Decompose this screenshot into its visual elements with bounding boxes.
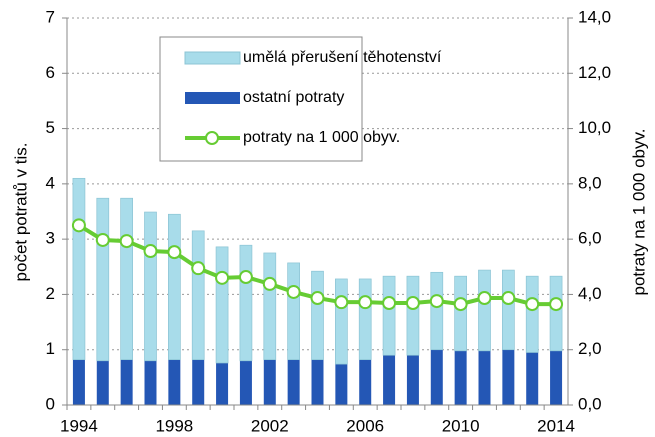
bar bbox=[287, 262, 300, 361]
bar bbox=[454, 275, 467, 352]
y-tick-label: 0 bbox=[46, 394, 55, 413]
line-point bbox=[477, 291, 492, 306]
bar bbox=[191, 230, 205, 361]
bar bbox=[478, 350, 491, 405]
y-tick-label: 5 bbox=[46, 118, 55, 137]
legend-label: umělá přerušení těhotenství bbox=[243, 49, 442, 66]
bar bbox=[215, 246, 229, 364]
bar bbox=[430, 271, 444, 351]
bar bbox=[502, 349, 515, 405]
bar bbox=[311, 359, 324, 405]
line-point bbox=[286, 284, 301, 299]
line-point bbox=[238, 270, 253, 285]
bar bbox=[454, 350, 467, 405]
bar bbox=[96, 197, 110, 362]
bar bbox=[406, 275, 420, 356]
legend-label: ostatní potraty bbox=[243, 89, 344, 106]
bar bbox=[383, 355, 396, 405]
bar bbox=[72, 359, 85, 405]
y-tick-label: 4 bbox=[46, 173, 55, 192]
x-tick-label: 1994 bbox=[60, 416, 98, 435]
bar bbox=[120, 359, 133, 405]
y-tick-label: 3 bbox=[46, 229, 55, 248]
bar bbox=[120, 197, 133, 361]
line-point bbox=[501, 291, 516, 306]
bar bbox=[263, 252, 277, 361]
line-point bbox=[215, 270, 230, 285]
y-tick-label: 1 bbox=[46, 339, 55, 358]
line-point bbox=[382, 295, 397, 310]
y2-tick-label: 6,0 bbox=[578, 229, 602, 248]
bar bbox=[287, 359, 300, 405]
y2-axis-label: potraty na 1 000 obyv. bbox=[629, 129, 648, 296]
line-point bbox=[429, 294, 444, 309]
line-point bbox=[453, 297, 468, 312]
y2-tick-label: 8,0 bbox=[578, 173, 602, 192]
x-tick-label: 2006 bbox=[346, 416, 384, 435]
bar bbox=[478, 269, 491, 352]
y2-tick-label: 10,0 bbox=[578, 118, 611, 137]
bar bbox=[239, 244, 253, 362]
line-point bbox=[334, 295, 349, 310]
line-point bbox=[143, 244, 158, 259]
line-point bbox=[119, 234, 134, 249]
bar bbox=[263, 359, 276, 405]
bar bbox=[549, 275, 563, 352]
bar bbox=[192, 359, 205, 405]
bar bbox=[144, 360, 157, 405]
y2-tick-label: 14,0 bbox=[578, 7, 611, 26]
x-tick-label: 2014 bbox=[537, 416, 575, 435]
y-tick-label: 2 bbox=[46, 284, 55, 303]
x-tick-label: 2010 bbox=[442, 416, 480, 435]
line-point bbox=[525, 297, 540, 312]
x-tick-label: 2002 bbox=[251, 416, 289, 435]
line-point bbox=[358, 295, 373, 310]
bar bbox=[335, 364, 348, 405]
bar bbox=[96, 360, 109, 405]
bar bbox=[525, 275, 539, 353]
bar bbox=[382, 275, 396, 356]
bar bbox=[168, 359, 181, 405]
line-point bbox=[405, 295, 420, 310]
bar bbox=[358, 278, 372, 361]
legend-swatch bbox=[185, 92, 240, 104]
y2-tick-label: 12,0 bbox=[578, 63, 611, 82]
y-tick-label: 6 bbox=[46, 63, 55, 82]
bar bbox=[406, 355, 419, 405]
bar bbox=[144, 211, 157, 362]
line-point bbox=[191, 261, 206, 276]
line-point bbox=[95, 232, 110, 247]
bar bbox=[168, 213, 181, 361]
y-axis-label: počet potratů v tis. bbox=[11, 143, 30, 282]
legend-label: potraty na 1 000 obyv. bbox=[243, 129, 400, 146]
bar bbox=[526, 352, 539, 405]
y2-tick-label: 2,0 bbox=[578, 339, 602, 358]
bar bbox=[311, 270, 324, 361]
y2-tick-label: 4,0 bbox=[578, 284, 602, 303]
bar bbox=[359, 359, 372, 405]
line-point bbox=[549, 297, 564, 312]
bar bbox=[502, 269, 515, 351]
bar bbox=[216, 362, 229, 405]
legend-swatch bbox=[184, 51, 241, 65]
y-tick-label: 7 bbox=[46, 7, 55, 26]
line-point bbox=[167, 245, 182, 260]
y2-tick-label: 0,0 bbox=[578, 394, 602, 413]
line-point bbox=[262, 276, 277, 291]
bar bbox=[72, 177, 86, 361]
bar bbox=[335, 278, 348, 365]
legend-marker bbox=[205, 131, 219, 145]
line-point bbox=[310, 291, 325, 306]
x-tick-label: 1998 bbox=[155, 416, 193, 435]
bar bbox=[550, 350, 563, 405]
bar bbox=[239, 360, 252, 405]
line-point bbox=[71, 218, 86, 233]
bar bbox=[430, 349, 443, 405]
